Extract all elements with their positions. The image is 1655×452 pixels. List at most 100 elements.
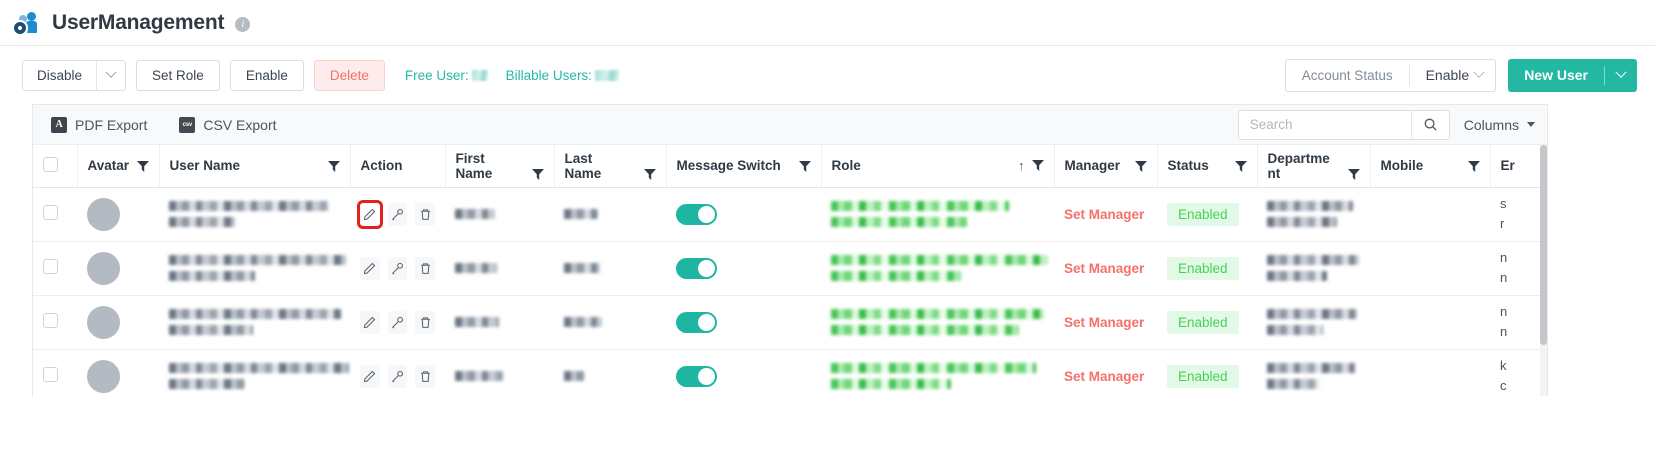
scrollbar-thumb[interactable] (1540, 145, 1547, 345)
select-all-checkbox[interactable] (43, 156, 58, 172)
action-cell[interactable] (350, 295, 445, 350)
chevron-down-icon[interactable] (97, 61, 125, 90)
message-switch-toggle[interactable] (676, 365, 717, 387)
user-table-card: A PDF Export csv CSV Export Columns (32, 104, 1548, 396)
header-mobile[interactable]: Mobile (1370, 145, 1491, 188)
header-manager[interactable]: Manager (1054, 145, 1158, 188)
pencil-icon[interactable] (357, 199, 383, 229)
key-icon[interactable] (387, 310, 408, 334)
filter-icon[interactable] (1467, 161, 1480, 173)
header-status[interactable]: Status (1157, 145, 1258, 188)
table-row[interactable]: Set Manager Enabled k c (33, 349, 1547, 396)
sort-ascending-icon[interactable]: ↑ (1018, 158, 1025, 174)
header-user-name-label: User Name (169, 158, 241, 174)
mobile-cell (1370, 349, 1490, 396)
manager-cell[interactable]: Set Manager (1054, 187, 1157, 242)
filter-icon[interactable] (643, 168, 656, 180)
row-select-cell[interactable] (33, 187, 77, 242)
message-switch-toggle[interactable] (676, 203, 717, 225)
filter-icon[interactable] (798, 161, 811, 173)
set-manager-link[interactable]: Set Manager (1064, 260, 1145, 276)
message-switch-toggle[interactable] (676, 311, 717, 333)
delete-button[interactable]: Delete (313, 59, 385, 91)
message-switch-cell[interactable] (666, 349, 821, 396)
row-checkbox[interactable] (43, 205, 58, 220)
pdf-file-icon: A (51, 116, 67, 133)
set-manager-link[interactable]: Set Manager (1064, 314, 1145, 330)
header-department[interactable]: Departme nt (1257, 145, 1371, 188)
search-icon[interactable] (1410, 110, 1449, 139)
header-email[interactable]: Er (1490, 145, 1547, 188)
filter-icon[interactable] (531, 168, 544, 180)
pencil-icon[interactable] (360, 310, 380, 334)
manager-cell[interactable]: Set Manager (1054, 295, 1157, 350)
enable-button[interactable]: Enable (229, 59, 304, 91)
columns-button[interactable]: Columns (1464, 117, 1535, 133)
message-switch-toggle[interactable] (676, 257, 717, 279)
header-last-name[interactable]: Last Name (554, 145, 667, 188)
row-select-cell[interactable] (33, 241, 77, 296)
status-badge: Enabled (1167, 310, 1239, 334)
row-checkbox[interactable] (43, 367, 58, 382)
status-cell: Enabled (1157, 187, 1257, 242)
last-name-cell (554, 295, 666, 350)
message-switch-cell[interactable] (666, 241, 821, 296)
header-select-all[interactable] (33, 145, 78, 188)
chevron-down-icon[interactable] (1473, 66, 1495, 84)
header-action[interactable]: Action (350, 145, 446, 188)
last-name-cell (554, 349, 666, 396)
manager-cell[interactable]: Set Manager (1054, 241, 1157, 296)
filter-icon[interactable] (1134, 161, 1147, 173)
header-first-name[interactable]: First Name (445, 145, 555, 188)
header-avatar[interactable]: Avatar (77, 145, 160, 188)
filter-icon[interactable] (1234, 161, 1247, 173)
row-checkbox[interactable] (43, 313, 58, 328)
info-icon[interactable]: i (235, 16, 251, 32)
free-user-counter: Free User: (405, 68, 488, 83)
trash-icon[interactable] (415, 364, 436, 388)
set-role-button[interactable]: Set Role (136, 59, 220, 91)
table-row[interactable]: Set Manager Enabled s r (33, 187, 1547, 242)
department-redacted (1267, 360, 1360, 392)
email-line-1: n (1500, 250, 1508, 265)
row-select-cell[interactable] (33, 349, 77, 396)
set-manager-link[interactable]: Set Manager (1064, 206, 1145, 222)
pencil-icon[interactable] (360, 256, 380, 280)
manager-cell[interactable]: Set Manager (1054, 349, 1157, 396)
disable-button[interactable]: Disable (22, 59, 127, 91)
action-cell[interactable] (350, 349, 445, 396)
table-row[interactable]: Set Manager Enabled n n (33, 241, 1547, 296)
new-user-button[interactable]: New User (1508, 58, 1637, 92)
filter-icon[interactable] (1031, 160, 1044, 172)
csv-export-button[interactable]: csv CSV Export (179, 116, 277, 133)
header-role[interactable]: Role ↑ (821, 145, 1055, 188)
chevron-down-icon[interactable] (1605, 66, 1637, 79)
action-cell[interactable] (350, 187, 445, 242)
set-manager-link[interactable]: Set Manager (1064, 368, 1145, 384)
trash-icon[interactable] (415, 202, 436, 226)
header-user-name[interactable]: User Name (159, 145, 351, 188)
search-box[interactable] (1237, 109, 1450, 140)
row-checkbox[interactable] (43, 259, 58, 274)
row-select-cell[interactable] (33, 295, 77, 350)
filter-icon[interactable] (136, 161, 149, 173)
key-icon[interactable] (387, 364, 408, 388)
header-message-switch[interactable]: Message Switch (666, 145, 822, 188)
vertical-scrollbar[interactable] (1540, 145, 1547, 396)
trash-icon[interactable] (415, 256, 436, 280)
account-status-select[interactable]: Account Status Enable (1284, 58, 1497, 92)
key-icon[interactable] (387, 256, 408, 280)
table-row[interactable]: Set Manager Enabled n n (33, 295, 1547, 350)
filter-icon[interactable] (1347, 168, 1360, 180)
filter-icon[interactable] (327, 161, 340, 173)
email-line-2: r (1500, 216, 1505, 231)
key-icon[interactable] (387, 202, 408, 226)
email-cell: k c (1490, 349, 1547, 396)
message-switch-cell[interactable] (666, 187, 821, 242)
action-cell[interactable] (350, 241, 445, 296)
pdf-export-button[interactable]: A PDF Export (51, 116, 147, 133)
trash-icon[interactable] (415, 310, 436, 334)
message-switch-cell[interactable] (666, 295, 821, 350)
pencil-icon[interactable] (360, 364, 380, 388)
search-input[interactable] (1238, 110, 1411, 139)
